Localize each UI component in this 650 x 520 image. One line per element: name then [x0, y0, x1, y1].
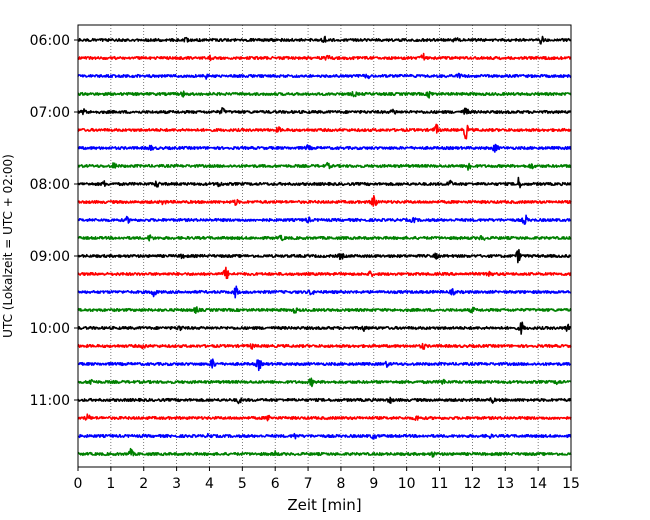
seismogram-trace — [77, 72, 572, 80]
x-tick-label: 5 — [238, 476, 247, 492]
seismogram-trace — [77, 90, 572, 99]
seismogram-trace — [77, 52, 572, 62]
x-tick-label: 9 — [369, 476, 378, 492]
seismogram-trace — [77, 234, 572, 242]
seismogram-trace — [77, 266, 572, 280]
seismogram-trace — [77, 143, 572, 153]
x-tick-label: 7 — [304, 476, 313, 492]
seismogram-trace — [77, 432, 572, 440]
x-tick-label: 1 — [106, 476, 115, 492]
seismogram-trace — [77, 248, 572, 264]
seismogram-trace — [77, 321, 572, 335]
seismogram-trace — [77, 358, 572, 372]
y-tick-label: 07:00 — [30, 105, 70, 121]
x-tick-label: 13 — [496, 476, 514, 492]
seismogram-trace — [77, 214, 572, 225]
y-tick-label: 11:00 — [30, 393, 70, 409]
seismogram-traces — [77, 35, 572, 458]
x-axis-ticks: 0 1 2 3 4 5 6 7 8 9 10 11 12 13 14 15 — [74, 467, 580, 492]
x-tick-label: 3 — [172, 476, 181, 492]
seismogram-trace — [77, 377, 572, 388]
x-axis-label: Zeit [min] — [287, 496, 361, 514]
y-tick-label: 06:00 — [30, 33, 70, 49]
x-tick-label: 8 — [336, 476, 345, 492]
x-tick-label: 10 — [398, 476, 416, 492]
y-axis-label: UTC (Lokalzeit = UTC + 02:00) — [1, 154, 15, 338]
y-tick-label: 10:00 — [30, 321, 70, 337]
x-tick-label: 0 — [74, 476, 83, 492]
seismogram-trace — [77, 107, 572, 116]
seismogram-trace — [77, 342, 572, 350]
x-tick-label: 11 — [431, 476, 449, 492]
plot-area-frame — [77, 24, 572, 468]
seismogram-trace — [77, 285, 572, 299]
seismogram-trace — [77, 447, 572, 458]
seismogram-trace — [77, 176, 572, 189]
y-tick-label: 09:00 — [30, 249, 70, 265]
x-tick-label: 4 — [205, 476, 214, 492]
seismogram-trace — [77, 161, 572, 171]
x-tick-label: 14 — [529, 476, 547, 492]
seismogram-trace — [77, 306, 572, 314]
seismogram-trace — [77, 413, 572, 422]
seismogram-trace — [77, 35, 572, 45]
seismogram-trace — [77, 123, 572, 140]
y-axis-ticks: 06:00 07:00 08:00 09:00 10:00 11:00 — [30, 33, 78, 409]
seismogram-trace — [77, 194, 572, 207]
x-tick-label: 15 — [562, 476, 580, 492]
x-tick-label: 6 — [271, 476, 280, 492]
x-tick-label: 2 — [139, 476, 148, 492]
seismogram-trace — [77, 396, 572, 405]
y-tick-label: 08:00 — [30, 177, 70, 193]
x-tick-label: 12 — [463, 476, 481, 492]
